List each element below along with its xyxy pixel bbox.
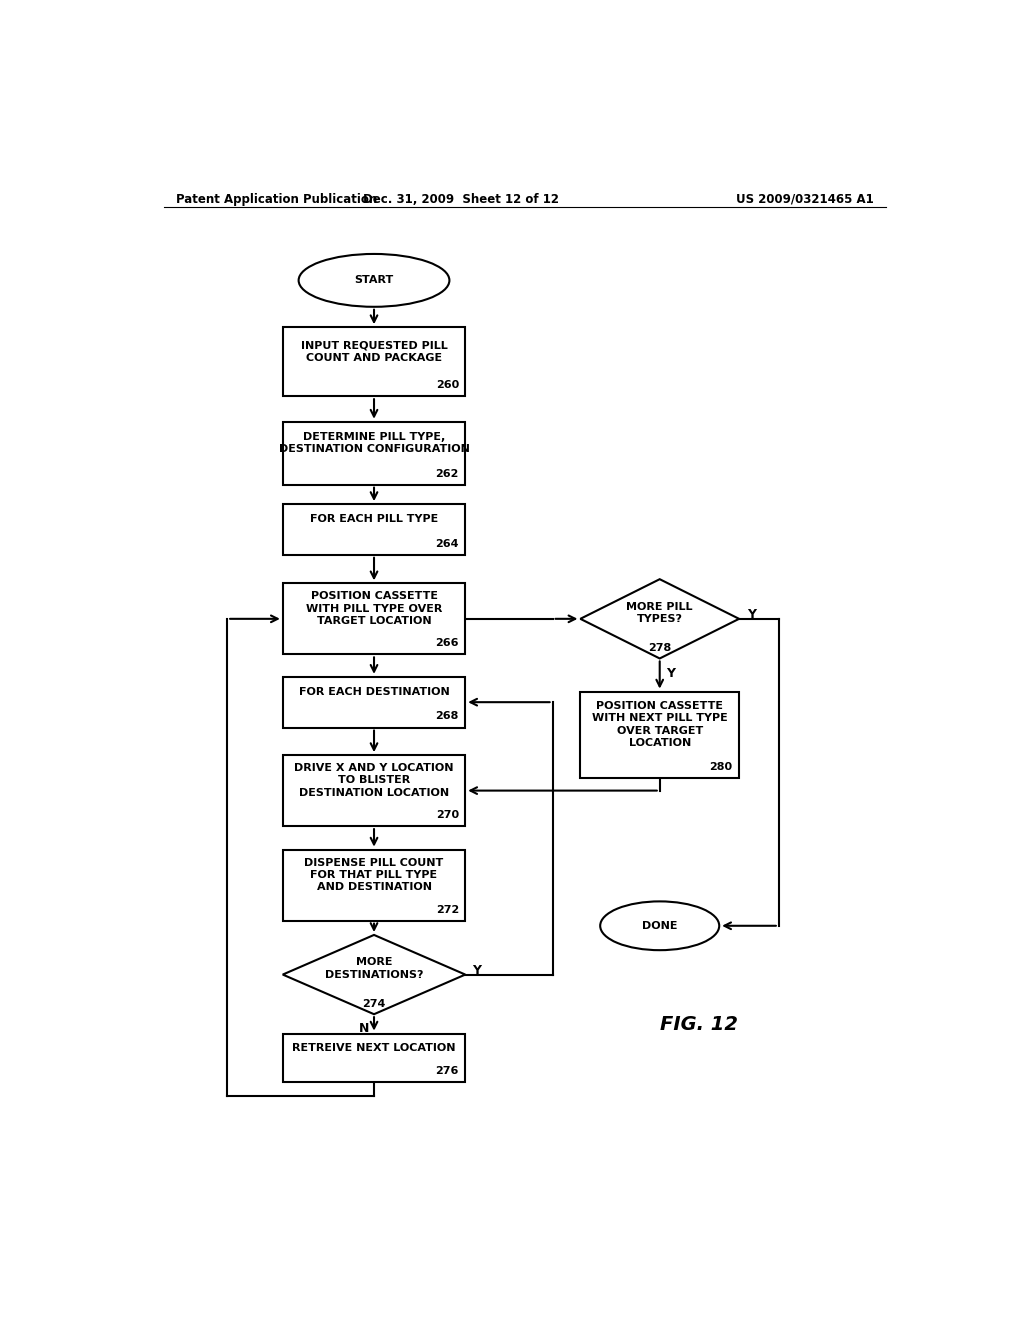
FancyBboxPatch shape [283, 755, 465, 826]
Text: 262: 262 [435, 469, 459, 479]
Text: 280: 280 [710, 762, 733, 772]
Text: Y: Y [666, 667, 675, 680]
Text: DETERMINE PILL TYPE,
DESTINATION CONFIGURATION: DETERMINE PILL TYPE, DESTINATION CONFIGU… [279, 432, 469, 454]
Polygon shape [283, 935, 465, 1014]
Text: N: N [359, 1022, 370, 1035]
Text: 272: 272 [435, 904, 459, 915]
Text: FOR EACH PILL TYPE: FOR EACH PILL TYPE [310, 515, 438, 524]
Text: 264: 264 [435, 539, 459, 549]
Text: Y: Y [472, 964, 480, 977]
Text: 270: 270 [436, 810, 459, 820]
Text: 274: 274 [362, 999, 386, 1008]
Ellipse shape [600, 902, 719, 950]
Text: FOR EACH DESTINATION: FOR EACH DESTINATION [299, 686, 450, 697]
Polygon shape [581, 579, 739, 659]
Text: DONE: DONE [642, 921, 678, 931]
Text: MORE
DESTINATIONS?: MORE DESTINATIONS? [325, 957, 423, 979]
Text: DRIVE X AND Y LOCATION
TO BLISTER
DESTINATION LOCATION: DRIVE X AND Y LOCATION TO BLISTER DESTIN… [294, 763, 454, 797]
Text: RETREIVE NEXT LOCATION: RETREIVE NEXT LOCATION [292, 1043, 456, 1053]
Text: POSITION CASSETTE
WITH NEXT PILL TYPE
OVER TARGET
LOCATION: POSITION CASSETTE WITH NEXT PILL TYPE OV… [592, 701, 728, 748]
Text: START: START [354, 276, 393, 285]
FancyBboxPatch shape [283, 327, 465, 396]
Text: POSITION CASSETTE
WITH PILL TYPE OVER
TARGET LOCATION: POSITION CASSETTE WITH PILL TYPE OVER TA… [306, 591, 442, 626]
Text: 278: 278 [648, 643, 672, 653]
Text: INPUT REQUESTED PILL
COUNT AND PACKAGE: INPUT REQUESTED PILL COUNT AND PACKAGE [301, 341, 447, 363]
FancyBboxPatch shape [283, 504, 465, 554]
FancyBboxPatch shape [283, 583, 465, 655]
Text: US 2009/0321465 A1: US 2009/0321465 A1 [736, 193, 873, 206]
Text: FIG. 12: FIG. 12 [660, 1015, 738, 1034]
Text: DISPENSE PILL COUNT
FOR THAT PILL TYPE
AND DESTINATION: DISPENSE PILL COUNT FOR THAT PILL TYPE A… [304, 858, 443, 892]
Ellipse shape [299, 253, 450, 306]
Text: 260: 260 [435, 380, 459, 391]
Text: 268: 268 [435, 711, 459, 722]
Text: Patent Application Publication: Patent Application Publication [176, 193, 377, 206]
FancyBboxPatch shape [283, 850, 465, 921]
Text: 266: 266 [435, 639, 459, 648]
Text: 276: 276 [435, 1067, 459, 1076]
FancyBboxPatch shape [581, 692, 739, 777]
Text: Dec. 31, 2009  Sheet 12 of 12: Dec. 31, 2009 Sheet 12 of 12 [364, 193, 559, 206]
FancyBboxPatch shape [283, 677, 465, 727]
Text: Y: Y [748, 609, 756, 622]
Text: MORE PILL
TYPES?: MORE PILL TYPES? [627, 602, 693, 624]
FancyBboxPatch shape [283, 1034, 465, 1082]
FancyBboxPatch shape [283, 421, 465, 484]
